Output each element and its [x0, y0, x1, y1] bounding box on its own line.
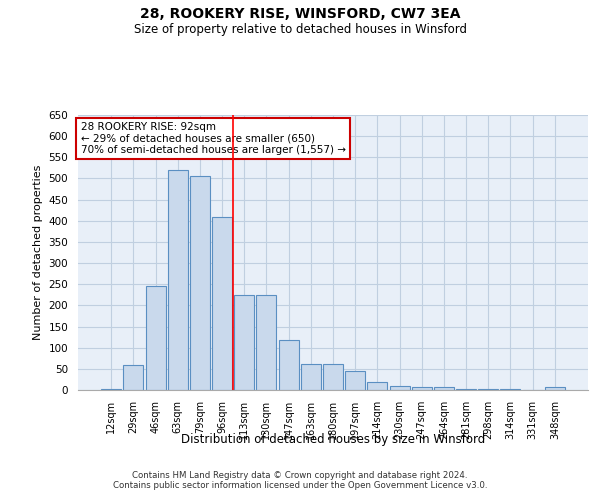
- Bar: [301, 364, 321, 390]
- Text: 28 ROOKERY RISE: 92sqm
← 29% of detached houses are smaller (650)
70% of semi-de: 28 ROOKERY RISE: 92sqm ← 29% of detached…: [80, 122, 346, 155]
- Bar: [190, 176, 210, 390]
- Y-axis label: Number of detached properties: Number of detached properties: [33, 165, 43, 340]
- Bar: [124, 366, 143, 390]
- Bar: [500, 389, 520, 390]
- Bar: [389, 386, 410, 390]
- Text: Contains HM Land Registry data © Crown copyright and database right 2024.
Contai: Contains HM Land Registry data © Crown c…: [113, 470, 487, 490]
- Bar: [146, 286, 166, 390]
- Text: Distribution of detached houses by size in Winsford: Distribution of detached houses by size …: [181, 432, 485, 446]
- Bar: [478, 389, 498, 390]
- Bar: [212, 216, 232, 390]
- Text: Size of property relative to detached houses in Winsford: Size of property relative to detached ho…: [133, 22, 467, 36]
- Bar: [278, 340, 299, 390]
- Bar: [256, 295, 277, 390]
- Bar: [545, 388, 565, 390]
- Bar: [168, 170, 188, 390]
- Bar: [412, 386, 432, 390]
- Bar: [456, 388, 476, 390]
- Bar: [345, 371, 365, 390]
- Bar: [367, 382, 388, 390]
- Bar: [434, 388, 454, 390]
- Bar: [234, 295, 254, 390]
- Text: 28, ROOKERY RISE, WINSFORD, CW7 3EA: 28, ROOKERY RISE, WINSFORD, CW7 3EA: [140, 8, 460, 22]
- Bar: [101, 389, 121, 390]
- Bar: [323, 364, 343, 390]
